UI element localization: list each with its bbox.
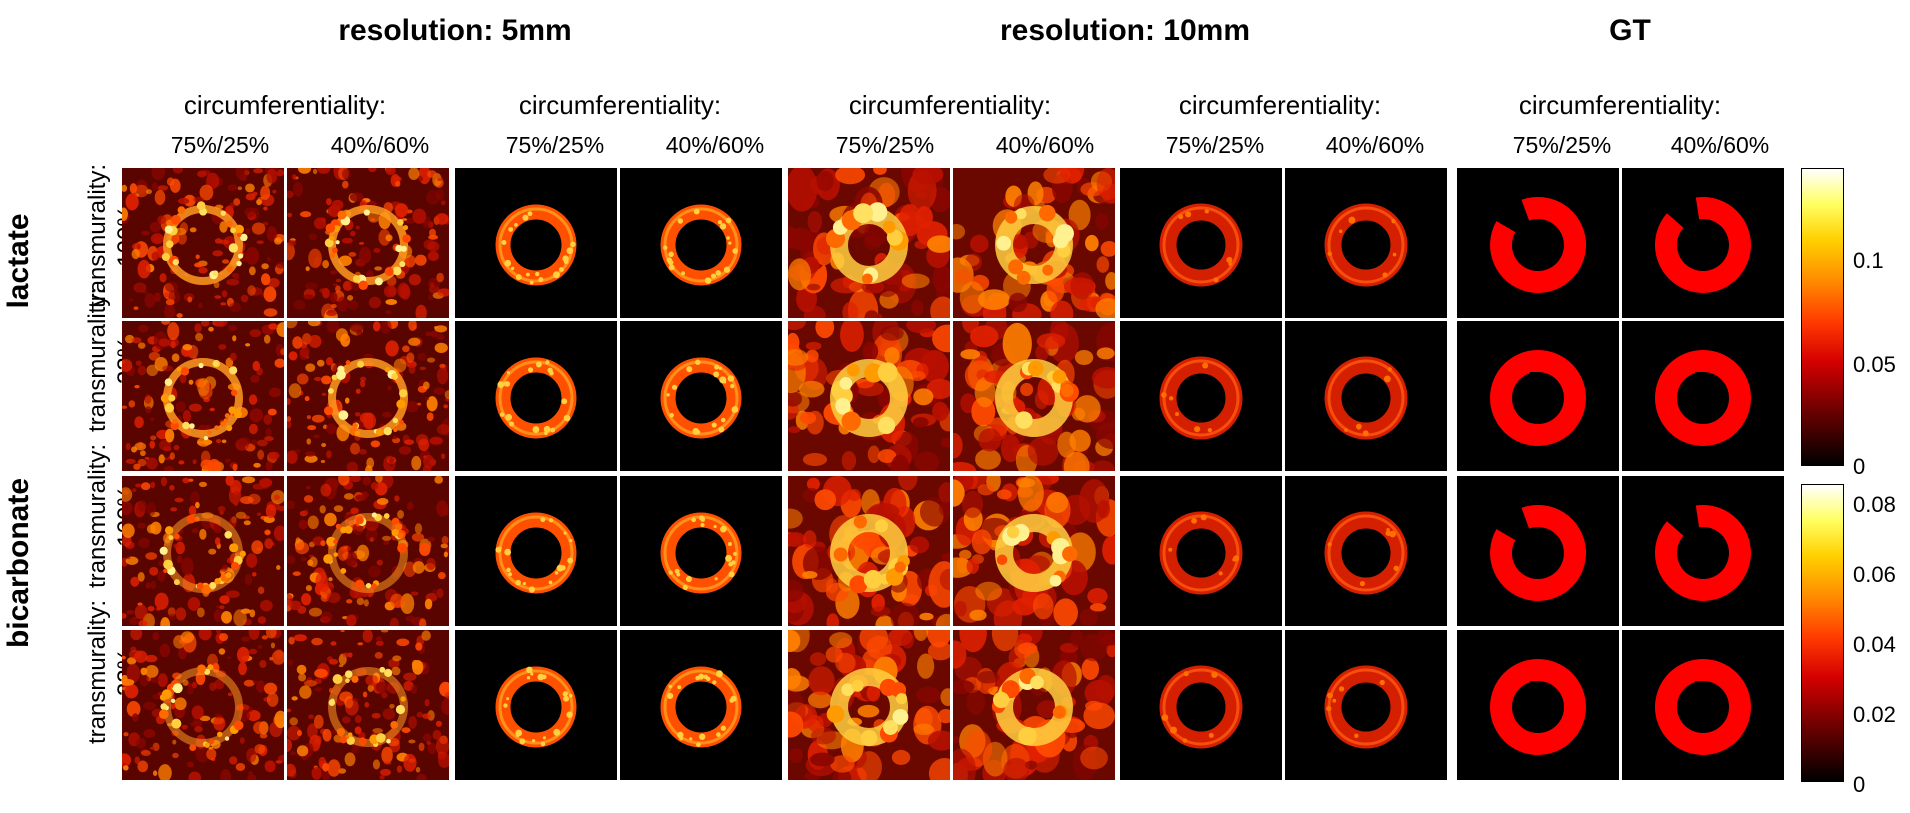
simulation-image-r4-c2: [287, 630, 449, 780]
simulation-image-r3-c8: [1285, 476, 1447, 626]
percent-label: 40%/60%: [665, 132, 765, 158]
simulation-image-r2-c6: [953, 321, 1115, 471]
simulation-image-r4-c10: [1622, 630, 1784, 780]
colorbar-tick: 0.08: [1853, 492, 1896, 517]
simulation-image-r4-c3: [455, 630, 617, 780]
simulation-image-r3-c3: [455, 476, 617, 626]
simulation-image-r1-c8: [1285, 168, 1447, 318]
simulation-image-r4-c9: [1457, 630, 1619, 780]
simulation-image-r2-c5: [788, 321, 950, 471]
circumferentiality-header-2: circumferentiality:: [518, 90, 722, 120]
simulation-image-r4-c6: [953, 630, 1115, 780]
circumferentiality-header-3: circumferentiality:: [848, 90, 1052, 120]
simulation-image-r2-c3: [455, 321, 617, 471]
percent-label: 40%/60%: [330, 132, 430, 158]
simulation-image-r1-c3: [455, 168, 617, 318]
simulation-image-r1-c9: [1457, 168, 1619, 318]
simulation-image-r2-c4: [620, 321, 782, 471]
simulation-image-r4-c7: [1120, 630, 1282, 780]
simulation-image-r1-c5: [788, 168, 950, 318]
group-title-10mm: resolution: 10mm: [999, 14, 1251, 47]
simulation-image-r3-c5: [788, 476, 950, 626]
percent-label: 75%/25%: [835, 132, 935, 158]
simulation-image-r2-c8: [1285, 321, 1447, 471]
colorbar-tick: 0: [1853, 772, 1866, 797]
simulation-image-r1-c2: [287, 168, 449, 318]
simulation-image-r1-c10: [1622, 168, 1784, 318]
simulation-image-r4-c5: [788, 630, 950, 780]
group-title-gt: GT: [1609, 14, 1651, 47]
simulation-image-r3-c1: [122, 476, 284, 626]
simulation-image-r2-c10: [1622, 321, 1784, 471]
simulation-image-r3-c9: [1457, 476, 1619, 626]
colorbar-tick: 0.04: [1853, 632, 1896, 657]
circumferentiality-header-4: circumferentiality:: [1178, 90, 1382, 120]
colorbar-tick: 0.02: [1853, 702, 1896, 727]
colorbar-tick: 0: [1853, 454, 1866, 479]
simulation-image-r3-c2: [287, 476, 449, 626]
percent-label: 75%/25%: [1165, 132, 1265, 158]
colorbar-lactate: [1801, 168, 1844, 466]
simulation-image-r2-c9: [1457, 321, 1619, 471]
percent-label: 75%/25%: [1512, 132, 1612, 158]
colorbar-bicarbonate: [1801, 484, 1844, 782]
circumferentiality-header-5: circumferentiality:: [1518, 90, 1722, 120]
group-title-5mm: resolution: 5mm: [338, 14, 572, 47]
percent-label: 75%/25%: [505, 132, 605, 158]
simulation-image-r4-c1: [122, 630, 284, 780]
simulation-image-r4-c4: [620, 630, 782, 780]
circumferentiality-header-1: circumferentiality:: [183, 90, 387, 120]
percent-label: 40%/60%: [1670, 132, 1770, 158]
row-header: transmurality:: [84, 599, 111, 745]
colorbar-tick: 0.1: [1853, 248, 1884, 273]
simulation-image-r4-c8: [1285, 630, 1447, 780]
simulation-image-r1-c1: [122, 168, 284, 318]
percent-label: 40%/60%: [995, 132, 1095, 158]
simulation-image-r3-c10: [1622, 476, 1784, 626]
percent-label: 75%/25%: [170, 132, 270, 158]
colorbar-tick: 0.05: [1853, 352, 1896, 377]
simulation-image-r2-c2: [287, 321, 449, 471]
simulation-image-r3-c7: [1120, 476, 1282, 626]
simulation-image-r3-c6: [953, 476, 1115, 626]
row-header: transmurality:: [84, 443, 111, 589]
simulation-image-r3-c4: [620, 476, 782, 626]
metabolite-label-bicarbonate: bicarbonate: [2, 477, 35, 649]
colorbar-tick: 0.06: [1853, 562, 1896, 587]
simulation-image-r1-c7: [1120, 168, 1282, 318]
simulation-image-r2-c1: [122, 321, 284, 471]
row-header: transmurality:: [84, 287, 111, 433]
simulation-image-r1-c4: [620, 168, 782, 318]
percent-label: 40%/60%: [1325, 132, 1425, 158]
simulation-image-r2-c7: [1120, 321, 1282, 471]
metabolite-label-lactate: lactate: [2, 213, 35, 309]
simulation-image-r1-c6: [953, 168, 1115, 318]
